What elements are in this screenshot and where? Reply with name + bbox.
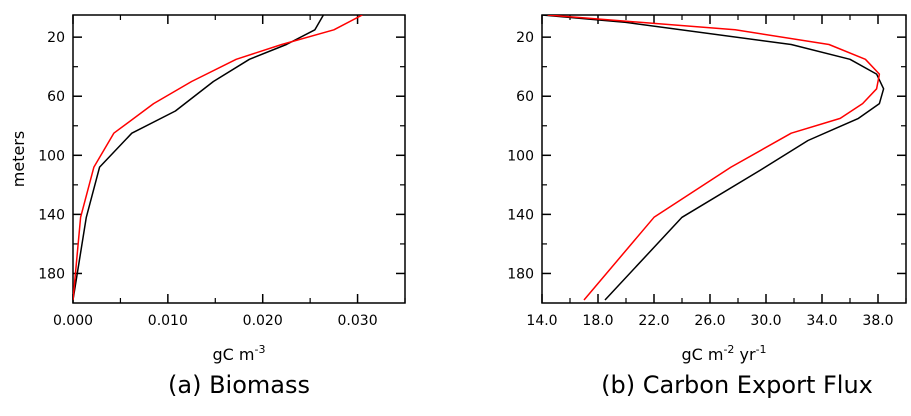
- carbon-export-flux-panel: 14.0 18.0 22.0 26.0 30.0 34.0 38.0 20 60 100 140 18…: [507, 14, 907, 399]
- biomass-y-tick-label: 140: [38, 207, 65, 223]
- export-flux-x-tick-label: 38.0: [862, 313, 893, 329]
- biomass-panel: 0.000 0.010 0.020 0.030 20 60 100 140 180 meters g…: [9, 14, 406, 399]
- biomass-panel-caption: (a) Biomass: [168, 371, 310, 399]
- biomass-y-tick-label: 180: [38, 266, 65, 282]
- biomass-y-tick-label: 20: [47, 30, 65, 46]
- export-flux-x-tick-label: 30.0: [750, 313, 781, 329]
- biomass-x-tick-label: 0.010: [148, 313, 188, 329]
- biomass-series-line-red: [73, 15, 363, 301]
- biomass-y-axis-title: meters: [9, 131, 28, 187]
- export-flux-x-axis-title-exponent-2: -1: [756, 343, 767, 356]
- biomass-plot-frame: [72, 14, 406, 304]
- export-flux-y-tick-label: 180: [507, 266, 534, 282]
- export-flux-x-tick-label: 14.0: [526, 313, 557, 329]
- export-flux-x-axis-title-unit: yr: [734, 345, 756, 364]
- export-flux-series-line-red: [547, 15, 881, 301]
- export-flux-x-axis-title-exponent-1: -2: [723, 343, 734, 356]
- biomass-x-tick-label: 0.020: [243, 313, 283, 329]
- export-flux-y-tick-label: 100: [507, 148, 534, 164]
- biomass-x-tick-label: 0.030: [338, 313, 378, 329]
- export-flux-plot-frame: [541, 14, 907, 304]
- export-flux-y-tick-label: 20: [516, 30, 534, 46]
- export-flux-series-line-black: [542, 15, 885, 301]
- export-flux-y-tick-label: 140: [507, 207, 534, 223]
- export-flux-x-tick-label: 34.0: [806, 313, 837, 329]
- export-flux-x-tick-label: 26.0: [694, 313, 725, 329]
- export-flux-x-tick-label: 22.0: [638, 313, 669, 329]
- biomass-y-tick-label: 100: [38, 148, 65, 164]
- export-flux-x-axis-title-base: gC m: [681, 345, 723, 364]
- export-flux-x-axis-title: gC m-2 yr-1: [681, 343, 766, 364]
- biomass-x-axis-title-base: gC m: [213, 345, 255, 364]
- biomass-x-axis-title: gC m-3: [213, 343, 266, 364]
- export-flux-x-tick-label: 18.0: [582, 313, 613, 329]
- export-flux-panel-caption: (b) Carbon Export Flux: [601, 371, 873, 399]
- biomass-x-tick-label: 0.000: [53, 313, 93, 329]
- export-flux-y-tick-label: 60: [516, 89, 534, 105]
- biomass-y-tick-label: 60: [47, 89, 65, 105]
- biomass-x-axis-title-exponent: -3: [255, 343, 266, 356]
- biomass-series-line-black: [73, 15, 325, 301]
